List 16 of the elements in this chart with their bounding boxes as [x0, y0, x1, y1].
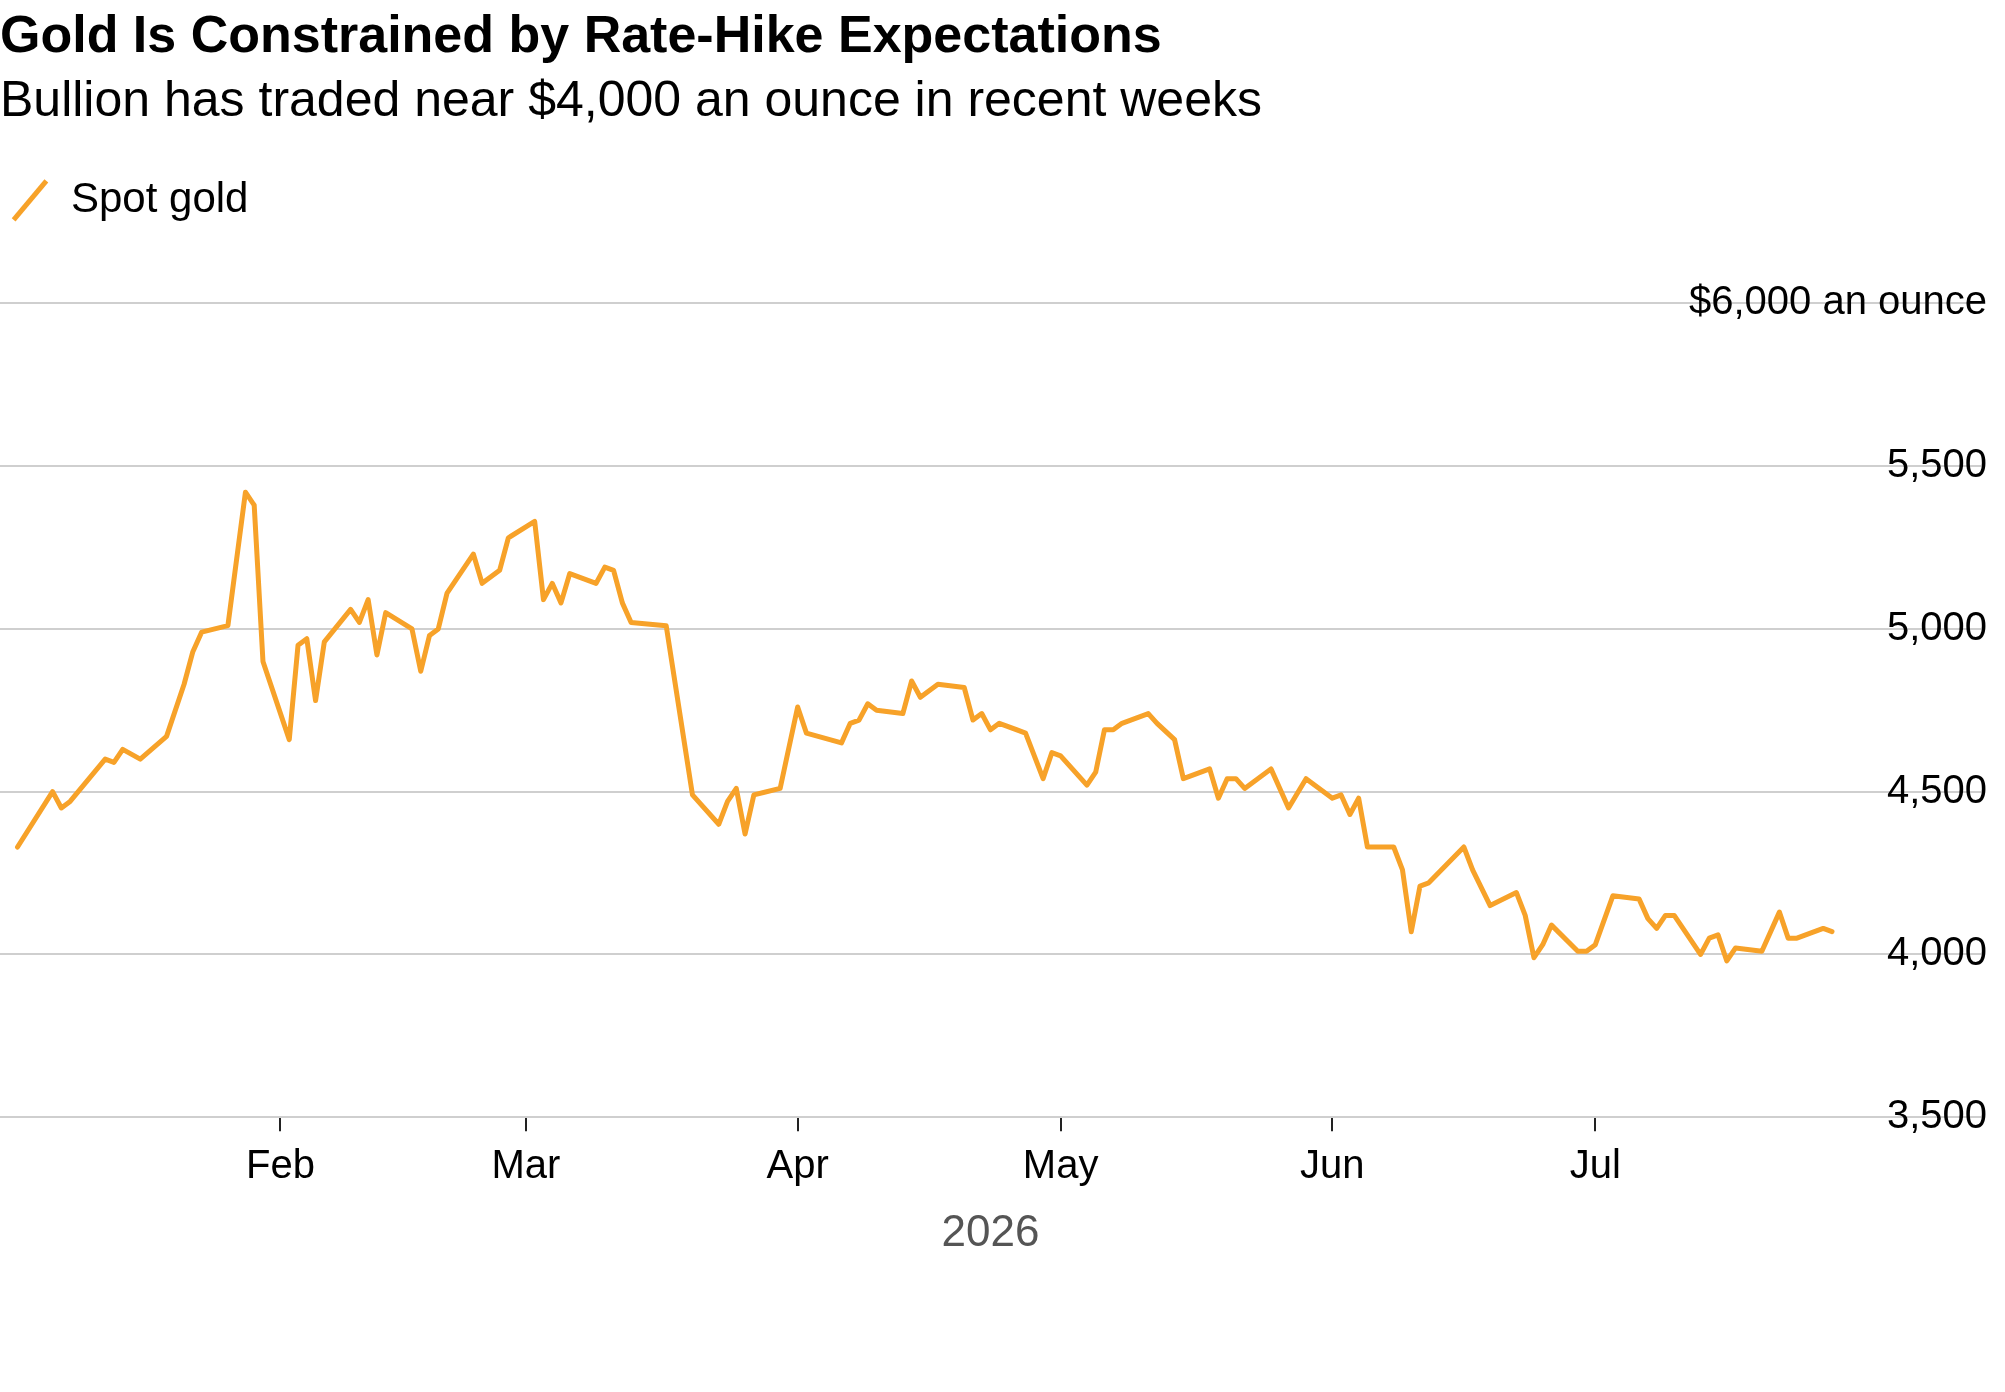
x-tick-label: Mar: [491, 1142, 561, 1187]
y-tick-label: 4,500: [1886, 766, 1987, 811]
legend-label: Spot gold: [71, 173, 249, 221]
chart-title: Gold Is Constrained by Rate-Hike Expectations: [0, 4, 1162, 63]
x-tick-label: Apr: [766, 1142, 829, 1187]
x-axis-title: 2026: [941, 1205, 1040, 1255]
x-tick-label: Jul: [1569, 1142, 1621, 1187]
x-tick-label: Feb: [246, 1142, 315, 1187]
y-tick-label: 4,000: [1886, 929, 1987, 974]
y-tick-label: $6,000 an ounce: [1688, 278, 1987, 323]
x-tick-label: May: [1022, 1142, 1099, 1187]
chart-subtitle: Bullion has traded near $4,000 an ounce in recent weeks: [0, 71, 1262, 128]
y-tick-label: 3,500: [1886, 1092, 1987, 1137]
x-tick-label: Jun: [1300, 1142, 1365, 1187]
y-tick-label: 5,500: [1886, 441, 1987, 486]
y-tick-label: 5,000: [1886, 603, 1987, 648]
